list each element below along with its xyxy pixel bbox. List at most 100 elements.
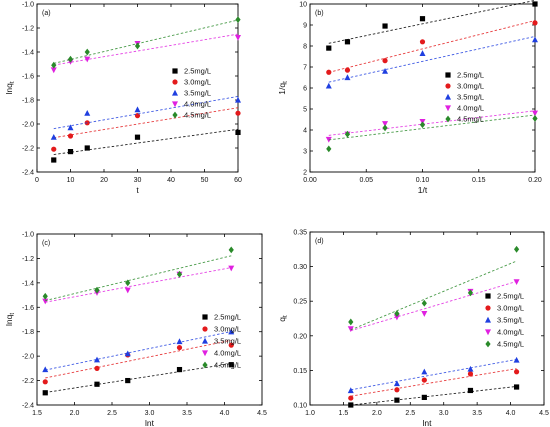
data-point xyxy=(348,318,354,326)
data-point xyxy=(84,145,90,151)
legend-label: 4.0mg/L xyxy=(457,104,484,113)
y-tick-label: 9 xyxy=(303,23,307,30)
data-point xyxy=(124,287,131,294)
y-tick-label: -1.6 xyxy=(22,305,34,312)
data-point xyxy=(42,390,48,396)
data-point xyxy=(347,387,354,394)
y-tick-label: -1.2 xyxy=(22,26,34,33)
y-tick-label: 4 xyxy=(303,128,307,135)
data-point xyxy=(467,387,474,394)
data-point xyxy=(50,67,57,74)
data-point xyxy=(344,67,351,73)
x-tick-label: 4.5 xyxy=(257,410,267,417)
legend-label: 4.5mg/L xyxy=(214,361,241,370)
y-tick-label: -2.0 xyxy=(22,122,34,129)
data-point xyxy=(421,368,428,375)
data-point xyxy=(419,50,426,56)
data-point xyxy=(348,395,354,401)
y-tick-label: 5 xyxy=(303,107,307,114)
x-tick-label: 0.00 xyxy=(303,177,317,184)
y-tick-label: -1.4 xyxy=(22,50,34,57)
data-point xyxy=(134,106,141,113)
panel-label: (b) xyxy=(315,10,324,17)
x-tick-label: 0.10 xyxy=(416,177,430,184)
legend-marker xyxy=(485,293,491,299)
data-point xyxy=(176,344,183,351)
fit-line xyxy=(328,114,536,141)
legend-marker xyxy=(202,361,208,369)
data-point xyxy=(134,134,141,140)
fit-line xyxy=(53,128,239,156)
panel-label: (c) xyxy=(42,240,50,247)
data-point xyxy=(394,397,400,403)
x-tick-label: 3.0 xyxy=(439,410,449,417)
fit-line xyxy=(350,280,517,332)
data-point xyxy=(84,110,91,116)
data-point xyxy=(94,365,100,371)
legend-marker xyxy=(172,101,178,108)
data-point xyxy=(125,279,131,287)
legend-label: 3.5mg/L xyxy=(214,337,241,346)
fit-line xyxy=(350,358,517,391)
fit-line xyxy=(328,110,536,136)
legend-marker xyxy=(445,105,451,112)
x-tick-label: 4.0 xyxy=(220,410,230,417)
y-tick-label: 0.30 xyxy=(293,264,307,271)
fit-line xyxy=(53,33,239,66)
y-axis-label: 1/qt xyxy=(277,81,289,95)
x-tick-label: 0 xyxy=(35,177,39,184)
x-tick-label: 3.5 xyxy=(182,410,192,417)
data-point xyxy=(124,350,131,357)
data-point xyxy=(347,326,354,333)
y-tick-label: -1.8 xyxy=(22,98,34,105)
data-point xyxy=(419,16,426,22)
fit-line xyxy=(45,339,232,379)
data-point xyxy=(228,246,234,254)
data-point xyxy=(235,110,241,116)
y-axis-label: lnqt xyxy=(4,313,16,326)
panel-label: (d) xyxy=(315,238,324,245)
data-point xyxy=(42,379,48,385)
x-axis-label: t xyxy=(136,185,139,195)
data-point xyxy=(94,286,100,294)
data-point xyxy=(67,133,74,139)
data-point xyxy=(467,365,474,372)
data-point xyxy=(228,342,234,348)
y-tick-label: -2.2 xyxy=(22,146,34,153)
y-tick-label: -2.2 xyxy=(22,378,34,385)
legend-marker xyxy=(202,337,208,344)
data-point xyxy=(513,369,520,375)
fit-line xyxy=(53,19,239,64)
data-point xyxy=(67,55,74,63)
legend-marker xyxy=(202,314,208,320)
y-tick-label: -1.2 xyxy=(22,256,34,263)
data-point xyxy=(51,146,57,152)
x-tick-label: 4.0 xyxy=(506,410,516,417)
data-point xyxy=(394,310,400,318)
y-tick-label: -1.4 xyxy=(22,280,34,287)
chart-panel-2: 0.00 0.05 0.10 0.15 0.20 2 3 4 5 6 7 8 9 10 (b) 1/t 1/qt… xyxy=(277,0,542,195)
data-point xyxy=(513,384,520,390)
data-point xyxy=(348,402,354,408)
data-point xyxy=(94,381,100,387)
legend-marker xyxy=(445,72,451,78)
y-axis-label: qt xyxy=(277,315,289,322)
fit-line xyxy=(328,35,536,83)
x-tick-label: 0.05 xyxy=(359,177,373,184)
panel-label: (a) xyxy=(42,10,51,17)
y-tick-label: 10 xyxy=(299,2,307,9)
legend-label: 2.5mg/L xyxy=(184,67,211,76)
y-tick-label: 0.25 xyxy=(293,299,307,306)
legend-label: 3.5mg/L xyxy=(497,316,524,325)
data-point xyxy=(421,377,427,383)
legend-label: 4.0mg/L xyxy=(497,328,524,337)
legend: 2.5mg/L 3.0mg/L 3.5mg/L 4.0mg/L 4.5mg/L xyxy=(485,292,524,349)
data-point xyxy=(421,299,427,307)
legend-label: 4.5mg/L xyxy=(457,115,484,124)
data-point xyxy=(84,48,90,56)
x-tick-label: 50 xyxy=(201,177,209,184)
y-tick-label: 3 xyxy=(303,149,307,156)
data-point xyxy=(394,387,400,393)
legend-label: 4.5mg/L xyxy=(497,340,524,349)
legend-label: 4.5mg/L xyxy=(184,111,211,120)
